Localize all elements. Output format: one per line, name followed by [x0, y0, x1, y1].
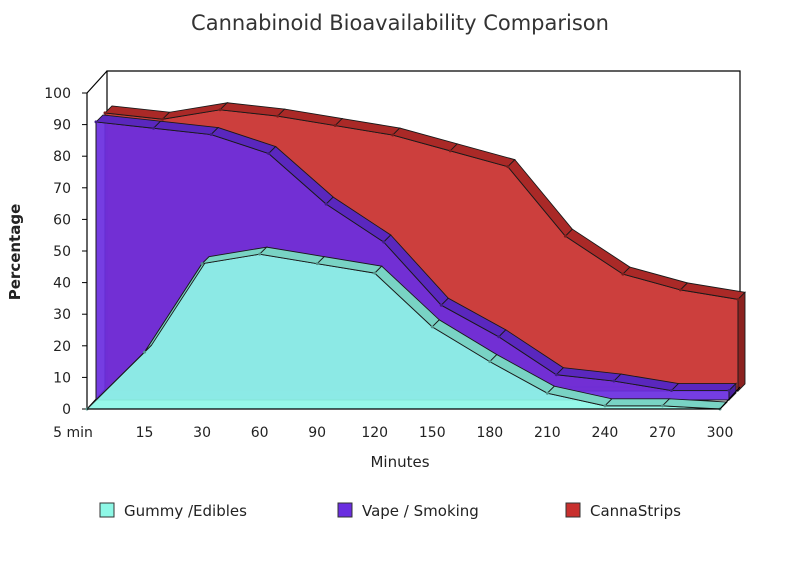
data-point — [333, 124, 337, 128]
data-point — [373, 271, 377, 275]
legend-label: Gummy /Edibles — [124, 502, 247, 520]
x-tick-label: 30 — [193, 425, 211, 441]
data-point — [554, 373, 558, 377]
data-point — [506, 165, 510, 169]
y-tick-label: 80 — [53, 149, 71, 165]
y-tick-label: 90 — [53, 118, 71, 134]
legend-item: Gummy /Edibles — [99, 502, 247, 520]
y-tick-label: 30 — [53, 307, 71, 323]
data-point — [488, 360, 492, 364]
data-point — [439, 303, 443, 307]
data-point — [161, 117, 165, 121]
x-tick-label: 180 — [476, 425, 503, 441]
x-tick-label: 90 — [308, 425, 326, 441]
series-ribbon — [670, 383, 738, 391]
data-point — [603, 404, 607, 408]
y-tick-label: 70 — [53, 181, 71, 197]
legend: Gummy /Edibles Vape / Smoking CannaStrips — [99, 502, 681, 520]
x-tick-label: 5 min — [53, 425, 93, 441]
x-tick-label: 240 — [592, 425, 619, 441]
data-point — [152, 126, 156, 130]
x-tick-label: 60 — [251, 425, 269, 441]
data-point — [736, 297, 740, 301]
x-axis-title: Minutes — [370, 453, 429, 471]
x-tick-label: 120 — [361, 425, 388, 441]
data-point — [324, 202, 328, 206]
series-gummy-edibles — [85, 246, 729, 411]
x-tick-label: 210 — [534, 425, 561, 441]
data-point — [276, 114, 280, 118]
data-point — [315, 262, 319, 266]
series-end-cap — [728, 382, 737, 402]
legend-swatch — [337, 502, 353, 518]
legend-swatch — [565, 502, 581, 518]
data-point — [727, 389, 731, 393]
series-ribbon — [603, 398, 671, 407]
series-end-cap — [737, 291, 746, 393]
data-point — [94, 120, 98, 124]
legend-swatch — [99, 502, 115, 518]
x-tick-label: 15 — [136, 425, 154, 441]
data-point — [143, 350, 147, 354]
data-point — [430, 325, 434, 329]
data-point — [621, 272, 625, 276]
legend-label: Vape / Smoking — [362, 502, 479, 520]
legend-item: CannaStrips — [565, 502, 681, 520]
chart-title: Cannabinoid Bioavailability Comparison — [191, 11, 609, 35]
data-point — [218, 108, 222, 112]
plot-area: 0 10 20 30 40 50 60 70 80 90 100 5 min 15 30 60 90 120 15… — [44, 70, 746, 441]
legend-label: CannaStrips — [590, 502, 681, 520]
y-tick-label: 100 — [44, 86, 71, 102]
x-tick-label: 150 — [419, 425, 446, 441]
data-point — [200, 262, 204, 266]
x-tick-label: 300 — [707, 425, 734, 441]
data-point — [209, 133, 213, 137]
y-tick-label: 0 — [62, 402, 71, 418]
legend-item: Vape / Smoking — [337, 502, 479, 520]
y-tick-label: 20 — [53, 339, 71, 355]
data-point — [612, 379, 616, 383]
x-tick-label: 270 — [649, 425, 676, 441]
data-point — [669, 389, 673, 393]
data-point — [497, 335, 501, 339]
data-point — [563, 234, 567, 238]
data-point — [678, 288, 682, 292]
data-point — [258, 252, 262, 256]
y-tick-label: 40 — [53, 276, 71, 292]
data-point — [382, 240, 386, 244]
y-axis-title: Percentage — [6, 204, 24, 301]
floor-edge-right — [719, 386, 741, 410]
data-point — [103, 111, 107, 115]
y-tick-label: 50 — [53, 244, 71, 260]
y-tick-label: 10 — [53, 370, 71, 386]
data-point — [391, 133, 395, 137]
y-tick-label: 60 — [53, 212, 71, 228]
wall-edge-top — [86, 70, 108, 94]
data-point — [267, 152, 271, 156]
data-point — [660, 404, 664, 408]
data-point — [545, 391, 549, 395]
data-point — [448, 149, 452, 153]
